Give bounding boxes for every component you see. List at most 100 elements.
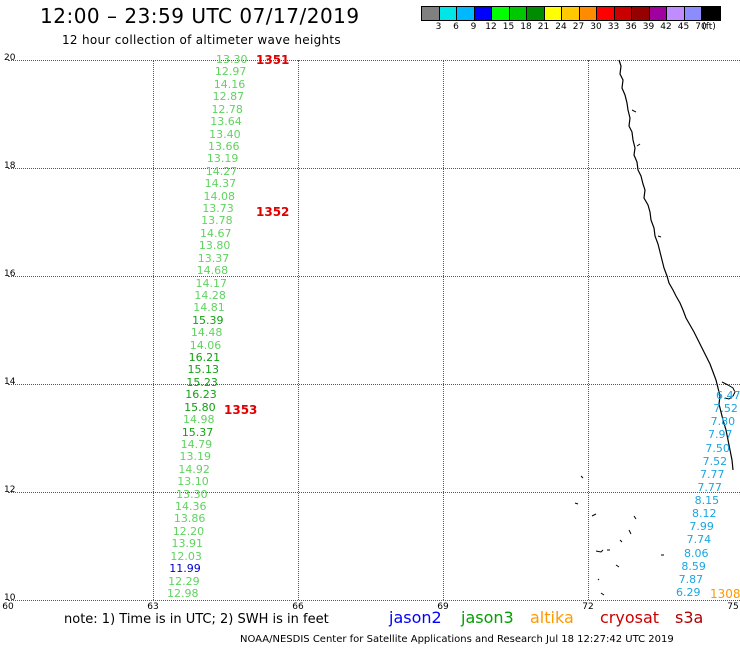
grid-line-horizontal bbox=[8, 276, 740, 277]
wave-height-value: 7.77 bbox=[697, 480, 722, 494]
coastline bbox=[618, 59, 734, 471]
wave-height-value: 13.19 bbox=[206, 152, 239, 166]
longitude-label: 75 bbox=[727, 602, 739, 612]
map-title: 12:00 – 23:59 UTC 07/17/2019 bbox=[40, 4, 360, 28]
legend-label: 6 bbox=[453, 22, 459, 32]
color-legend bbox=[421, 6, 721, 21]
legend-label: 39 bbox=[642, 22, 655, 32]
grid-line-vertical bbox=[443, 60, 444, 600]
wave-height-value: 12.29 bbox=[168, 574, 200, 588]
wave-height-value: 14.06 bbox=[189, 338, 222, 352]
wave-height-value: 8.59 bbox=[681, 559, 706, 573]
wave-height-value: 14.79 bbox=[180, 437, 213, 451]
wave-height-value: 7.52 bbox=[702, 454, 728, 468]
wave-height-value: 13.37 bbox=[197, 251, 230, 265]
wave-height-value: 14.98 bbox=[182, 413, 215, 427]
latitude-label: 20 bbox=[4, 53, 16, 63]
longitude-label: 63 bbox=[147, 602, 159, 612]
latitude-label: 14 bbox=[4, 377, 16, 387]
wave-height-value: 8.12 bbox=[692, 507, 717, 521]
grid-line-vertical bbox=[298, 60, 299, 600]
latitude-label: 10 bbox=[4, 593, 16, 603]
wave-height-value: 14.37 bbox=[204, 177, 237, 191]
wave-height-value: 14.48 bbox=[190, 326, 223, 340]
wave-height-value: 14.17 bbox=[195, 276, 227, 290]
longitude-label: 69 bbox=[437, 602, 449, 612]
grid-line-vertical bbox=[588, 60, 589, 600]
legend-label: 30 bbox=[590, 22, 602, 32]
wave-height-value: 13.30 bbox=[216, 53, 248, 66]
legend-label: 9 bbox=[470, 22, 477, 32]
wave-height-value: 11.99 bbox=[169, 562, 201, 576]
grid-line-horizontal bbox=[8, 384, 740, 385]
legend-swatch bbox=[684, 7, 702, 20]
legend-label: (ft) bbox=[702, 22, 716, 32]
wave-height-value: 13.73 bbox=[202, 202, 234, 216]
grid-line-horizontal bbox=[8, 60, 740, 61]
wave-height-value: 12.78 bbox=[211, 102, 243, 116]
latitude-label: 12 bbox=[4, 485, 16, 495]
satellite-name: cryosat bbox=[600, 608, 660, 627]
latitude-label: 16 bbox=[4, 269, 16, 279]
legend-swatch bbox=[614, 7, 632, 20]
longitude-label: 66 bbox=[292, 602, 304, 612]
legend-label: 33 bbox=[607, 22, 620, 32]
wave-height-value: 14.81 bbox=[193, 301, 225, 315]
wave-height-value: 15.23 bbox=[186, 375, 218, 389]
legend-swatch bbox=[509, 7, 527, 20]
wave-height-value: 13.10 bbox=[177, 475, 209, 489]
wave-height-value: 7.87 bbox=[678, 572, 704, 586]
grid-line-vertical bbox=[153, 60, 154, 600]
legend-swatch bbox=[439, 7, 457, 20]
legend-label: 45 bbox=[677, 22, 690, 32]
wave-height-value: 12.97 bbox=[214, 65, 247, 79]
wave-height-value: 13.91 bbox=[171, 537, 204, 551]
wave-height-value: 7.74 bbox=[686, 533, 712, 547]
wave-height-value: 13.64 bbox=[210, 115, 242, 129]
map-subtitle: 12 hour collection of altimeter wave hei… bbox=[62, 33, 341, 47]
footer-credit: NOAA/NESDIS Center for Satellite Applica… bbox=[240, 634, 674, 645]
wave-height-value: 8.06 bbox=[684, 546, 709, 560]
legend-swatch bbox=[492, 7, 510, 20]
satellite-name: altika bbox=[530, 608, 574, 627]
wave-height-value: 13.19 bbox=[179, 450, 212, 464]
wave-height-value: 15.80 bbox=[184, 400, 216, 414]
legend-label: 15 bbox=[502, 22, 515, 32]
satellite-name: jason3 bbox=[461, 608, 514, 627]
units-note: note: 1) Time is in UTC; 2) SWH is in fe… bbox=[64, 612, 329, 627]
wave-height-value: 14.08 bbox=[203, 189, 235, 203]
wave-height-value: 14.27 bbox=[205, 164, 238, 178]
islands bbox=[574, 109, 664, 596]
wave-height-value: 14.16 bbox=[213, 77, 246, 91]
wave-height-value: 6.47 bbox=[716, 389, 740, 402]
wave-height-value: 7.80 bbox=[710, 415, 736, 429]
wave-height-value: 12.98 bbox=[167, 587, 199, 600]
legend-swatch bbox=[597, 7, 615, 20]
legend-label: 12 bbox=[485, 22, 497, 32]
wave-height-value: 13.30 bbox=[176, 487, 208, 501]
legend-label: 18 bbox=[520, 22, 532, 32]
legend-swatch bbox=[474, 7, 492, 20]
wave-height-value: 13.86 bbox=[173, 512, 206, 526]
wave-height-value: 7.77 bbox=[700, 467, 725, 481]
grid-line-horizontal bbox=[8, 600, 740, 601]
legend-label: 24 bbox=[555, 22, 567, 32]
wave-height-value: 15.39 bbox=[192, 313, 224, 327]
wave-height-value: 13.80 bbox=[198, 239, 231, 253]
track-time-label: 1352 bbox=[256, 205, 290, 219]
grid-line-horizontal bbox=[8, 168, 740, 169]
wave-height-value: 14.92 bbox=[178, 462, 210, 476]
wave-height-value: 13.40 bbox=[209, 127, 241, 141]
legend-label: 27 bbox=[572, 22, 585, 32]
wave-height-value: 8.15 bbox=[694, 494, 720, 508]
wave-height-value: 6.29 bbox=[676, 586, 701, 599]
coastline-inlet bbox=[721, 381, 736, 400]
grid-line-horizontal bbox=[8, 492, 740, 493]
legend-swatch bbox=[457, 7, 475, 20]
wave-height-value: 15.13 bbox=[187, 363, 220, 377]
legend-swatch bbox=[632, 7, 650, 20]
legend-label: 42 bbox=[660, 22, 672, 32]
wave-height-value: 14.68 bbox=[196, 264, 229, 278]
